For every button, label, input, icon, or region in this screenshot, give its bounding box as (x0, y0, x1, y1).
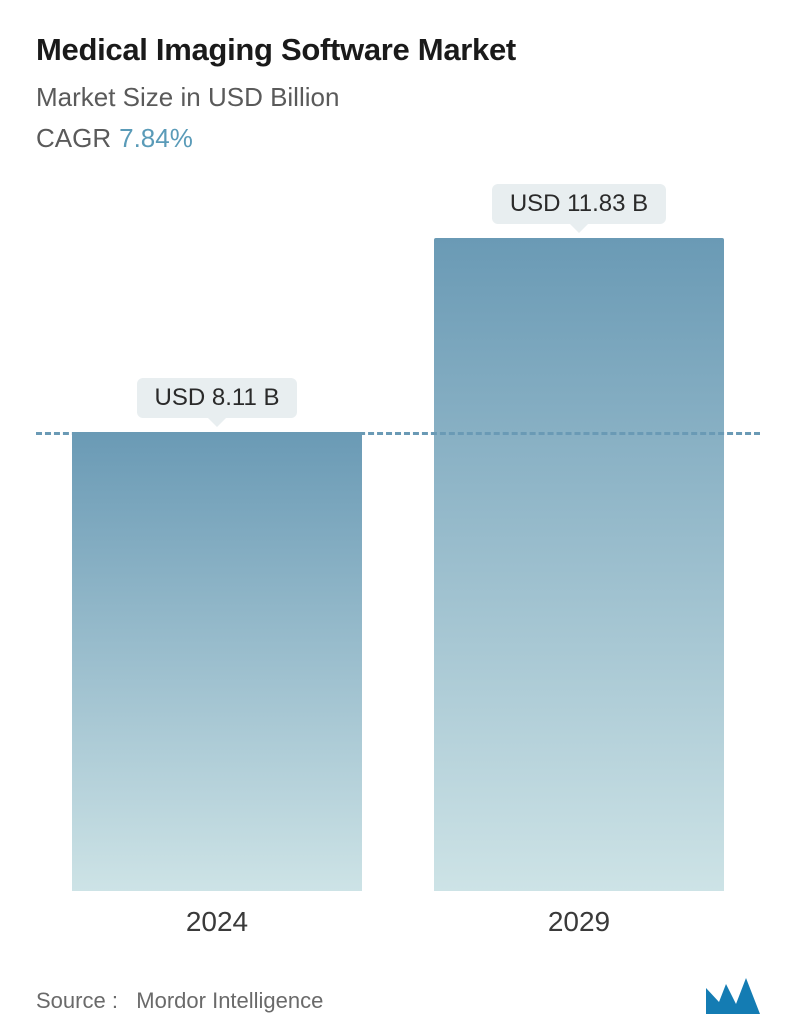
mordor-logo-icon (706, 974, 760, 1014)
source-prefix: Source : (36, 988, 118, 1013)
value-badge: USD 11.83 B (492, 184, 666, 224)
x-axis-labels: 2024 2029 (36, 906, 760, 938)
x-axis-label: 2029 (434, 906, 724, 938)
chart-container: Medical Imaging Software Market Market S… (0, 0, 796, 1034)
cagr-value: 7.84% (119, 123, 193, 153)
chart-subtitle: Market Size in USD Billion (36, 82, 760, 113)
chart-plot-area: USD 8.11 BUSD 11.83 B 20242029 (36, 184, 760, 926)
source-name: Mordor Intelligence (136, 988, 323, 1013)
value-badge: USD 8.11 B (137, 378, 298, 418)
bar (72, 432, 362, 891)
chart-footer: Source : Mordor Intelligence (36, 974, 760, 1014)
bar-group: USD 11.83 B (434, 184, 724, 891)
cagr-row: CAGR 7.84% (36, 123, 760, 154)
cagr-label: CAGR (36, 123, 111, 153)
bars-row: USD 8.11 B USD 11.83 B (36, 184, 760, 891)
chart-title: Medical Imaging Software Market (36, 32, 760, 68)
x-axis-label: 2024 (72, 906, 362, 938)
bar-group: USD 8.11 B (72, 184, 362, 891)
bar (434, 238, 724, 891)
source-text: Source : Mordor Intelligence (36, 988, 323, 1014)
